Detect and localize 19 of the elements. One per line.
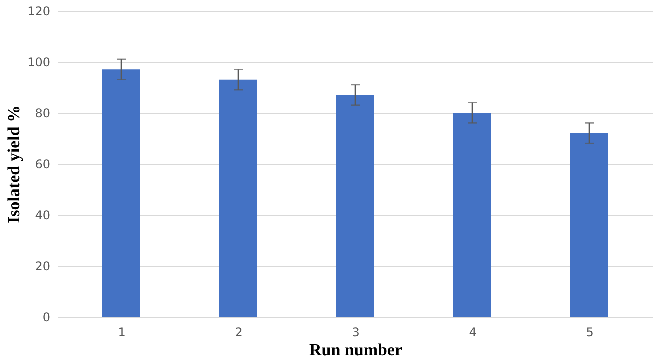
x-tick-label: 4 — [469, 326, 477, 340]
bar — [220, 80, 258, 317]
y-tick-label: 40 — [35, 208, 50, 222]
y-tick-label: 80 — [35, 106, 50, 120]
x-axis-title: Run number — [309, 340, 403, 360]
x-tick-label: 5 — [586, 326, 594, 340]
y-tick-label: 0 — [42, 310, 50, 324]
x-tick-label: 3 — [352, 326, 360, 340]
y-tick-label: 60 — [35, 158, 50, 172]
y-axis-title: Isolated yield % — [4, 105, 24, 224]
y-tick-label: 20 — [35, 260, 50, 274]
y-tick-label: 100 — [28, 56, 50, 70]
x-tick-label: 1 — [118, 326, 126, 340]
bar — [102, 70, 140, 317]
x-tick-label: 2 — [235, 326, 243, 340]
y-tick-label: 120 — [28, 4, 50, 18]
bar — [336, 95, 374, 317]
bar — [570, 133, 608, 317]
bar — [454, 113, 492, 317]
